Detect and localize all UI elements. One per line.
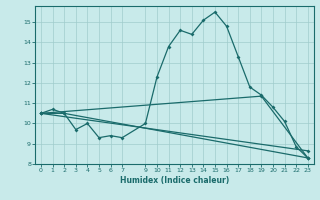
X-axis label: Humidex (Indice chaleur): Humidex (Indice chaleur) <box>120 176 229 185</box>
